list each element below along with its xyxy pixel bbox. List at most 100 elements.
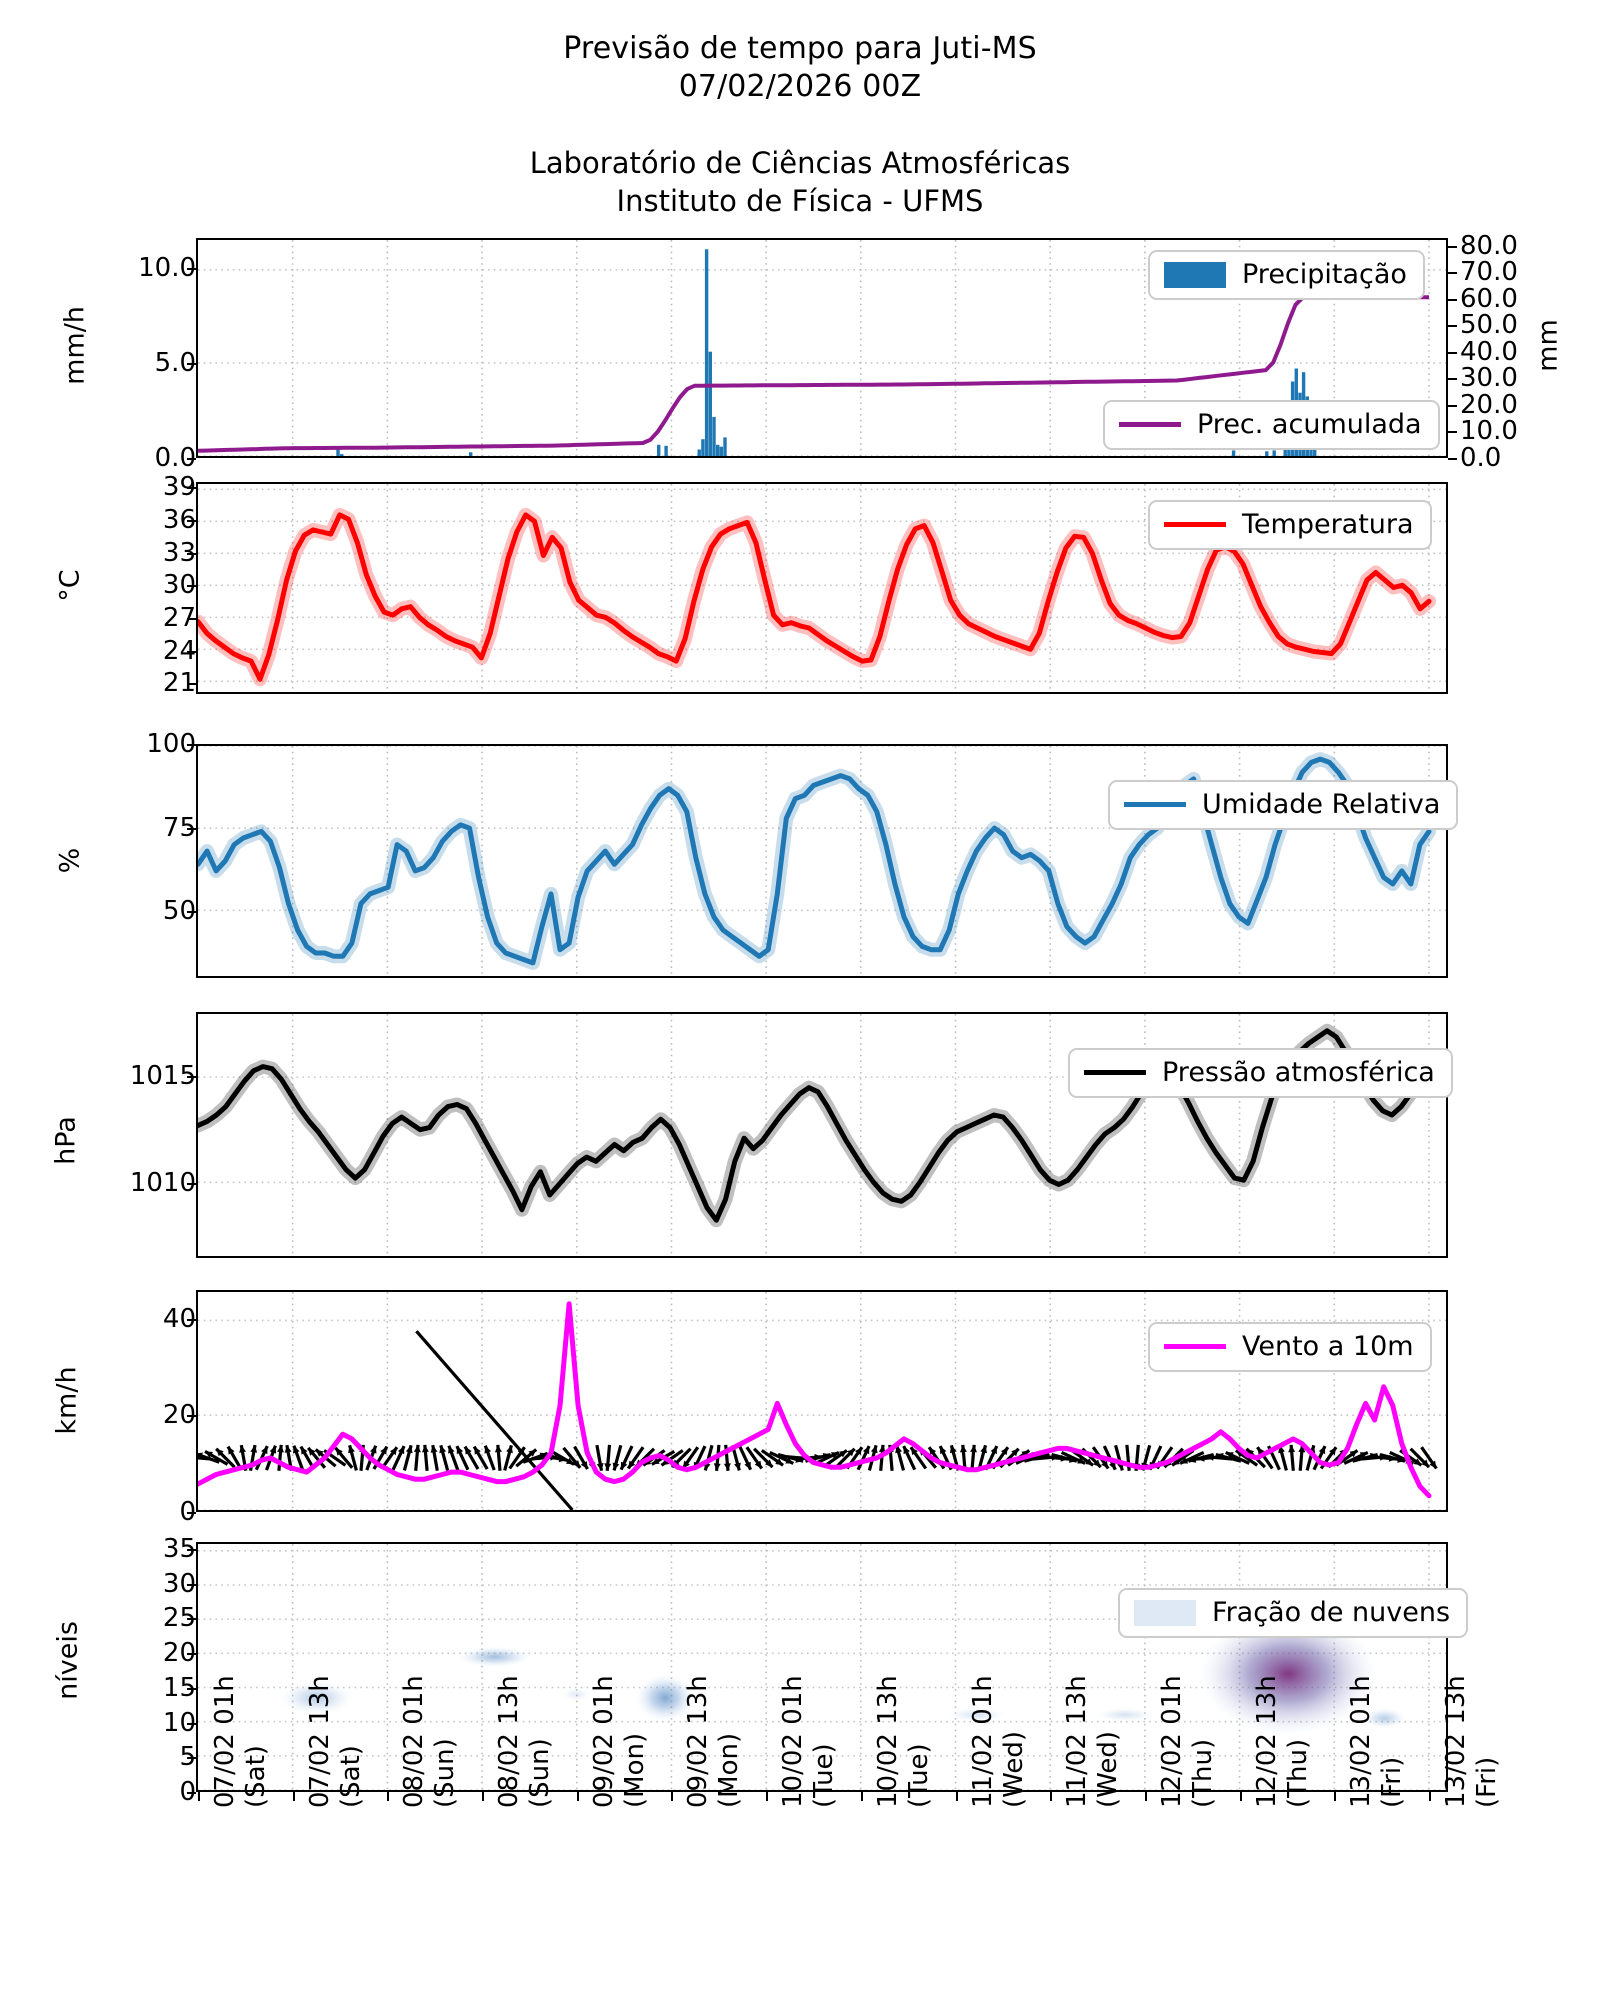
ytick-mark xyxy=(187,552,196,555)
x-axis-tick-label: 09/02 13h (Mon) xyxy=(683,1675,745,1808)
ytick-mark xyxy=(187,458,196,460)
x-axis-tick-mark xyxy=(576,1792,579,1801)
ytick-mark xyxy=(187,1183,196,1186)
ytick-mark-right xyxy=(1448,298,1457,301)
legend-label-nuvens: Fração de nuvens xyxy=(1212,1597,1451,1628)
title-line-2: 07/02/2026 00Z xyxy=(678,69,922,105)
x-axis-tick-label: 08/02 13h (Sun) xyxy=(494,1675,555,1808)
x-axis-tick-mark xyxy=(198,1792,200,1801)
ytick-mark xyxy=(187,1415,196,1418)
x-axis-tick-label: 12/02 13h (Thu) xyxy=(1251,1675,1313,1808)
subtitle-line-1: Laboratório de Ciências Atmosféricas xyxy=(529,146,1071,180)
ytick-mark xyxy=(187,585,196,588)
x-axis-tick-label: 08/02 01h (Sun) xyxy=(399,1675,461,1808)
x-axis-tick-label: 10/02 01h (Tue) xyxy=(778,1675,839,1808)
ytick-mark-right xyxy=(1448,431,1457,434)
cloud-plot-area xyxy=(198,1544,1446,1790)
x-axis-tick-mark xyxy=(482,1792,485,1801)
ytick-mark xyxy=(187,268,196,271)
pressure-line-swatch-icon xyxy=(1084,1070,1146,1075)
ytick-mark-right xyxy=(1448,404,1457,407)
x-axis-tick-label: 13/02 13h (Fri) xyxy=(1440,1675,1502,1808)
x-axis-tick-mark xyxy=(671,1792,674,1801)
legend-label-temperatura: Temperatura xyxy=(1242,509,1414,540)
x-axis-tick-mark xyxy=(387,1792,390,1801)
x-axis-tick-mark xyxy=(292,1792,295,1801)
humidity-line-swatch-icon xyxy=(1124,802,1186,807)
wind-line-swatch-icon xyxy=(1164,1344,1226,1349)
ytick-mark xyxy=(187,1618,196,1621)
legend-label-precipitacao: Precipitação xyxy=(1242,259,1407,290)
ytick-mark xyxy=(187,520,196,523)
legend-umidade-relativa[interactable]: Umidade Relativa xyxy=(1108,780,1459,830)
ytick-mark-right xyxy=(1448,325,1457,328)
x-axis-tick-mark xyxy=(1050,1792,1053,1801)
legend-label-umidade: Umidade Relativa xyxy=(1202,789,1441,820)
precipitation-bar-swatch-icon xyxy=(1164,261,1226,288)
ytick-label-right: 20.0 xyxy=(1460,389,1518,420)
subtitle-line-2: Instituto de Física - UFMS xyxy=(616,183,984,218)
ytick-label: 1015 xyxy=(129,1061,196,1092)
legend-vento[interactable]: Vento a 10m xyxy=(1148,1322,1432,1372)
ytick-label-right: 50.0 xyxy=(1460,310,1518,341)
x-axis-tick-label: 09/02 01h (Mon) xyxy=(588,1675,650,1808)
panel-wind xyxy=(196,1290,1448,1512)
ytick-mark xyxy=(187,1722,196,1725)
ytick-mark-right xyxy=(1448,458,1457,460)
legend-fracao-nuvens[interactable]: Fração de nuvens xyxy=(1118,1588,1469,1638)
ytick-label-right: 40.0 xyxy=(1460,336,1518,367)
ytick-mark xyxy=(187,1076,196,1079)
ytick-mark xyxy=(187,1792,196,1794)
legend-precipitacao[interactable]: Precipitação xyxy=(1148,250,1425,300)
ytick-mark-right xyxy=(1448,272,1457,275)
ytick-mark xyxy=(187,683,196,686)
legend-prec-acumulada[interactable]: Prec. acumulada xyxy=(1103,400,1440,450)
ytick-mark xyxy=(187,1583,196,1586)
ytick-mark xyxy=(187,827,196,830)
x-axis-tick-mark xyxy=(955,1792,958,1801)
cloud-fraction-swatch-icon xyxy=(1134,1599,1196,1626)
ytick-mark xyxy=(187,911,196,914)
ytick-label-right: 70.0 xyxy=(1460,257,1518,288)
ytick-mark xyxy=(187,1548,196,1551)
ytick-mark xyxy=(187,1512,196,1514)
humidity-plot-area xyxy=(198,746,1446,976)
pressure-plot-area xyxy=(198,1014,1446,1256)
ytick-mark xyxy=(187,1653,196,1656)
ytick-mark xyxy=(187,617,196,620)
ytick-label-right: 30.0 xyxy=(1460,363,1518,394)
x-axis-tick-mark xyxy=(766,1792,769,1801)
x-axis-tick-label: 07/02 13h (Sat) xyxy=(304,1675,366,1808)
pressure-svg xyxy=(198,1014,1446,1256)
x-axis-tick-mark xyxy=(1239,1792,1242,1801)
x-axis-tick-label: 10/02 13h (Tue) xyxy=(872,1675,934,1808)
legend-temperatura[interactable]: Temperatura xyxy=(1148,500,1432,550)
ytick-label: 1010 xyxy=(129,1168,196,1199)
legend-label-vento: Vento a 10m xyxy=(1242,1331,1414,1362)
ytick-mark xyxy=(187,1757,196,1760)
ytick-mark xyxy=(187,1318,196,1321)
humidity-svg xyxy=(198,746,1446,976)
title-line-1: Previsão de tempo para Juti-MS xyxy=(563,31,1037,66)
precipitation-ylabel: mm/h xyxy=(59,306,91,385)
ytick-mark xyxy=(187,650,196,653)
x-axis-tick-mark xyxy=(1428,1792,1431,1801)
x-axis-tick-label: 12/02 01h (Thu) xyxy=(1156,1675,1218,1808)
subtitle: Laboratório de Ciências Atmosféricas Ins… xyxy=(0,145,1600,220)
x-axis-tick-label: 13/02 01h (Fri) xyxy=(1346,1675,1407,1808)
legend-pressao[interactable]: Pressão atmosférica xyxy=(1068,1048,1453,1098)
ytick-label: 10.0 xyxy=(138,253,196,284)
ytick-mark xyxy=(187,487,196,490)
ytick-mark-right xyxy=(1448,351,1457,354)
temperature-line-swatch-icon xyxy=(1164,522,1226,527)
panel-cloud-fraction xyxy=(196,1542,1448,1792)
ytick-mark xyxy=(187,744,196,746)
cloud-svg xyxy=(198,1544,1446,1790)
ytick-mark xyxy=(187,363,196,366)
x-axis-tick-label: 11/02 13h (Wed) xyxy=(1062,1675,1123,1808)
ytick-mark-right xyxy=(1448,378,1457,381)
ytick-label-right: 80.0 xyxy=(1460,230,1518,261)
ytick-label-right: 10.0 xyxy=(1460,416,1518,447)
precipitation-ylabel-right: mm xyxy=(1532,319,1564,372)
